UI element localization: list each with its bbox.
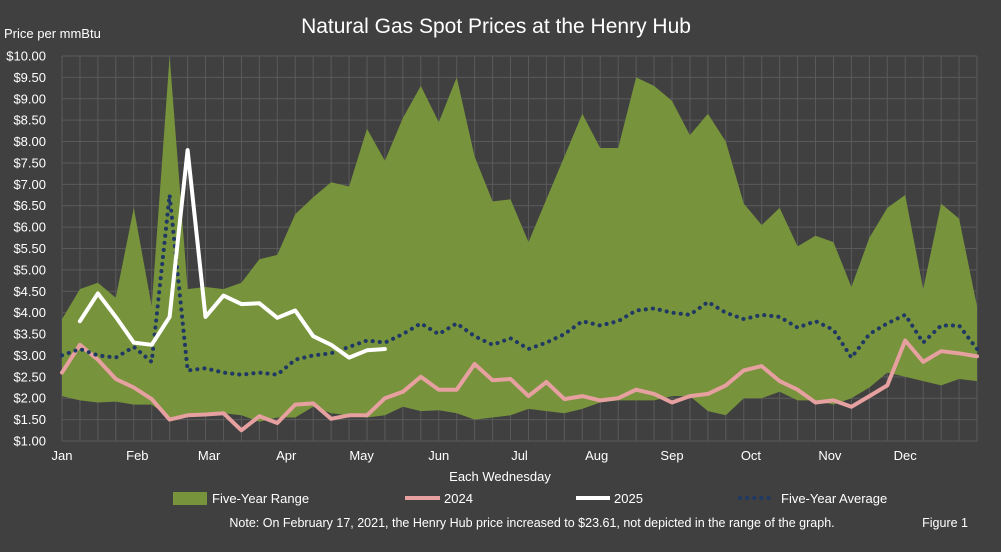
x-tick-label: May: [349, 448, 374, 463]
chart-note: Note: On February 17, 2021, the Henry Hu…: [229, 516, 834, 530]
y-tick-label: $3.00: [13, 348, 46, 363]
y-tick-label: $6.50: [13, 198, 46, 213]
series-layer: [60, 56, 979, 433]
axis-layer: $1.00 $1.50 $2.00 $2.50 $3.00 $3.50 $4.00 $4.50…: [6, 49, 917, 464]
y-tick-label: $1.50: [13, 412, 46, 427]
y-tick-label: $3.50: [13, 327, 46, 342]
legend-label-2025: 2025: [614, 491, 643, 506]
legend-swatch-range: [173, 492, 207, 505]
y-tick-label: $9.50: [13, 70, 46, 85]
x-axis-label: Each Wednesday: [449, 469, 551, 484]
y-tick-label: $8.00: [13, 134, 46, 149]
x-tick-label: Jan: [52, 448, 73, 463]
series-line-five-year-average: [60, 193, 979, 377]
y-axis-label: Price per mmBtu: [4, 26, 101, 41]
y-tick-label: $7.50: [13, 155, 46, 170]
chart-title: Natural Gas Spot Prices at the Henry Hub: [301, 15, 691, 38]
y-tick-label: $5.00: [13, 262, 46, 277]
x-tick-label: Nov: [818, 448, 842, 463]
y-tick-label: $1.00: [13, 434, 46, 449]
x-tick-label: Apr: [276, 448, 297, 463]
y-tick-label: $6.00: [13, 220, 46, 235]
legend-label-range: Five-Year Range: [212, 491, 309, 506]
x-tick-label: Feb: [126, 448, 148, 463]
y-tick-label: $4.00: [13, 305, 46, 320]
x-tick-label: Dec: [894, 448, 918, 463]
legend: Five-Year Range 2024 2025 Five-Year Aver…: [173, 491, 887, 506]
legend-label-2024: 2024: [444, 491, 473, 506]
five-year-range-area: [62, 56, 977, 422]
figure-label: Figure 1: [922, 516, 968, 530]
series-line-2024: [60, 338, 979, 433]
x-tick-label: Jun: [428, 448, 449, 463]
y-tick-label: $10.00: [6, 49, 46, 64]
x-tick-label: Jul: [511, 448, 528, 463]
y-tick-label: $8.50: [13, 113, 46, 128]
series-line-2025: [77, 148, 387, 360]
y-tick-label: $5.50: [13, 241, 46, 256]
y-tick-label: $2.00: [13, 391, 46, 406]
x-tick-label: Mar: [198, 448, 221, 463]
y-tick-label: $7.00: [13, 177, 46, 192]
y-tick-label: $2.50: [13, 369, 46, 384]
y-tick-label: $9.00: [13, 91, 46, 106]
x-tick-label: Aug: [585, 448, 608, 463]
y-tick-label: $4.50: [13, 284, 46, 299]
legend-label-average: Five-Year Average: [781, 491, 887, 506]
x-tick-label: Oct: [741, 448, 762, 463]
x-tick-label: Sep: [660, 448, 683, 463]
